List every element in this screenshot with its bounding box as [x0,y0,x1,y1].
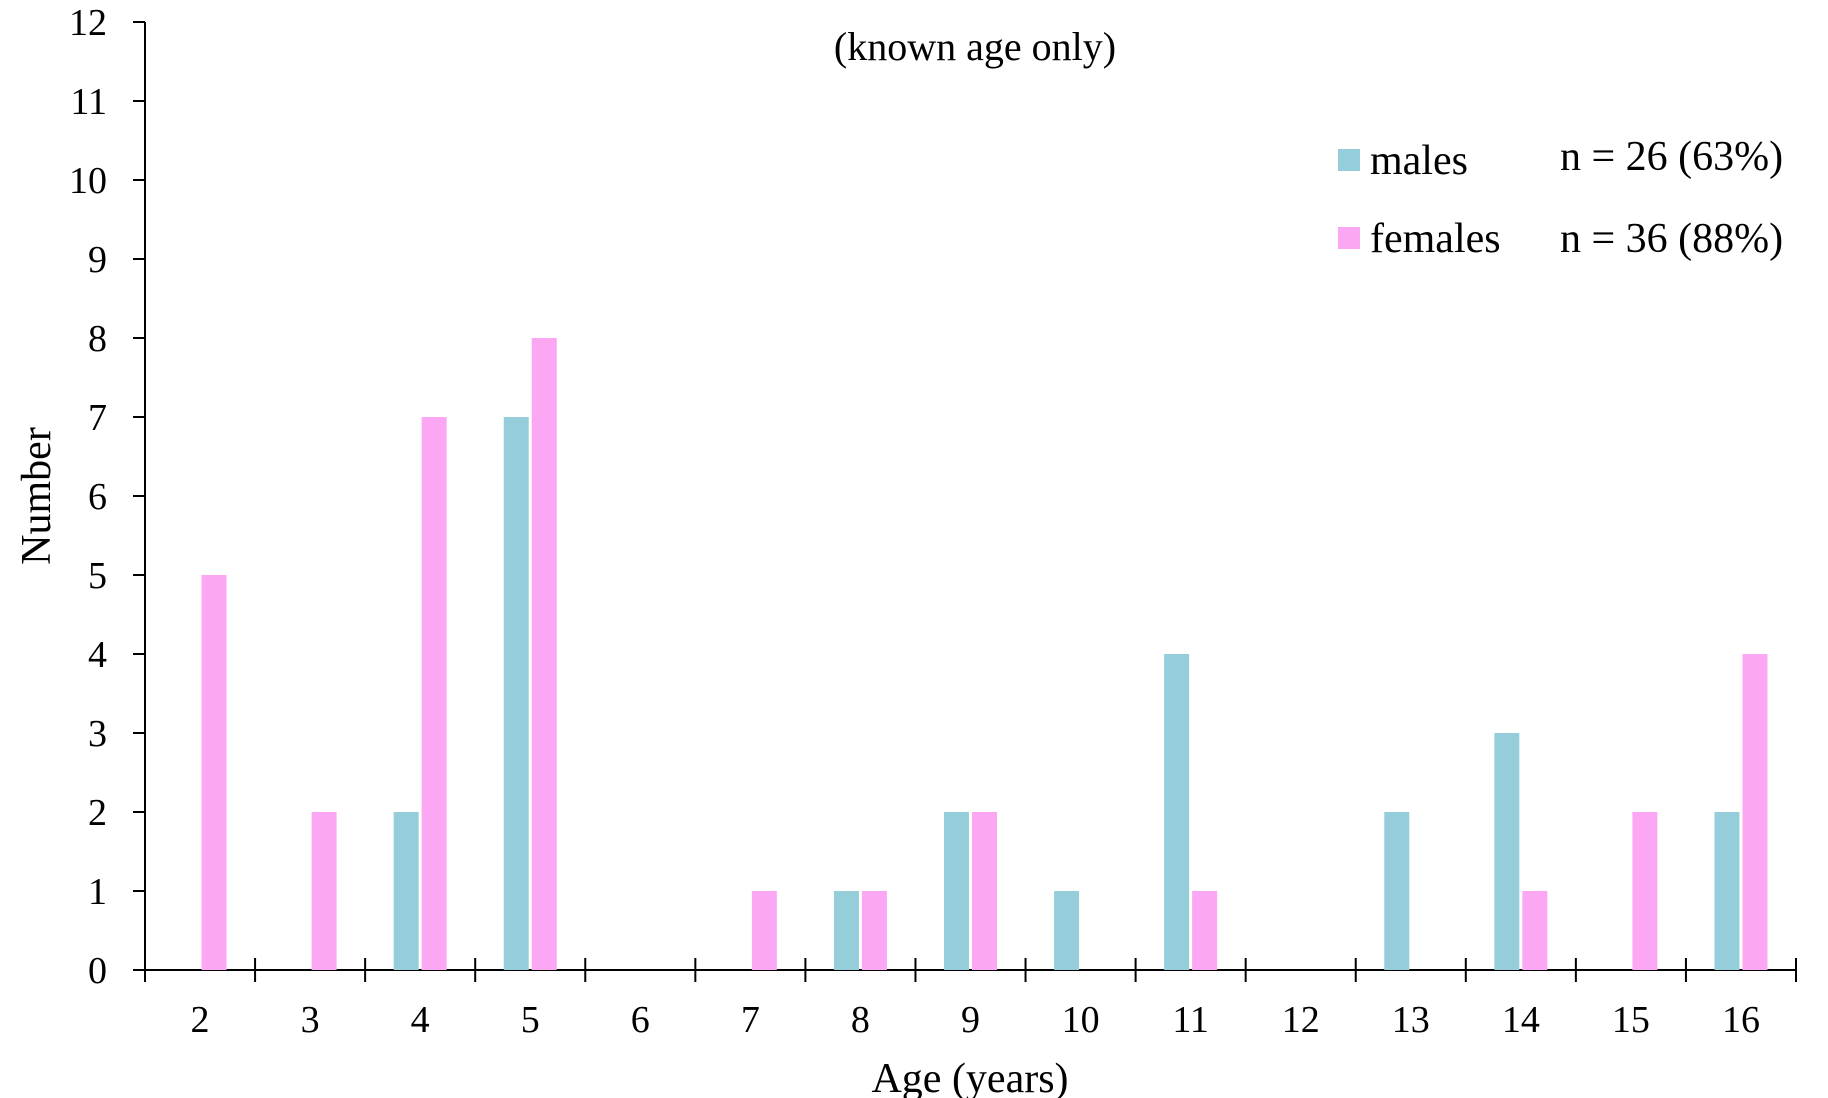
x-tick-label: 8 [851,999,870,1041]
bar-males-4 [393,812,419,970]
x-tick-label: 9 [961,999,980,1041]
legend-label-males: males [1370,138,1468,184]
x-tick-label: 6 [631,999,650,1041]
y-tick-label: 1 [88,871,107,913]
bar-males-14 [1494,733,1520,970]
bar-males-8 [833,891,859,970]
x-tick-label: 16 [1722,999,1760,1041]
y-tick-label: 11 [70,81,107,123]
bar-females-3 [311,812,337,970]
bar-females-11 [1192,891,1218,970]
bars [201,338,1768,970]
legend-note-females: n = 36 (88%) [1560,216,1783,262]
bar-females-9 [972,812,997,970]
y-tick-label: 7 [88,397,107,439]
x-tick-label: 14 [1502,999,1540,1041]
legend-swatch-males [1338,149,1360,171]
bar-males-13 [1384,812,1410,970]
bar-females-4 [421,417,447,970]
x-tick-label: 4 [411,999,430,1041]
x-ticks: 2 3 4 5 6 7 8 9 10 11 12 13 14 15 16 [144,958,1797,1041]
x-tick-label: 11 [1172,999,1209,1041]
x-tick-label: 12 [1282,999,1320,1041]
bar-males-16 [1714,812,1740,970]
legend: males n = 26 (63%) females n = 36 (88%) [1338,134,1783,262]
y-tick-label: 4 [88,634,107,676]
x-tick-label: 3 [301,999,320,1041]
bar-females-8 [861,891,887,970]
chart-title: (known age only) [834,24,1116,69]
x-axis-title: Age (years) [871,1056,1068,1098]
axes [144,22,1796,971]
y-tick-label: 10 [69,160,107,202]
legend-label-females: females [1370,216,1501,262]
legend-swatch-females [1338,227,1360,249]
bar-females-2 [201,575,227,970]
y-tick-label: 5 [88,555,107,597]
y-tick-label: 8 [88,318,107,360]
y-tick-label: 6 [88,476,107,518]
x-tick-label: 10 [1062,999,1100,1041]
bar-males-10 [1054,891,1080,970]
x-tick-label: 5 [521,999,540,1041]
x-tick-label: 2 [191,999,210,1041]
bar-females-15 [1632,812,1658,970]
x-tick-label: 15 [1612,999,1650,1041]
bar-females-7 [751,891,777,970]
y-tick-label: 12 [69,2,107,44]
x-tick-label: 13 [1392,999,1430,1041]
bar-females-14 [1522,891,1548,970]
bar-females-5 [531,338,557,970]
y-axis-title: Number [14,427,60,565]
bar-males-5 [503,417,529,970]
y-tick-label: 9 [88,239,107,281]
x-tick-label: 7 [741,999,760,1041]
y-tick-label: 0 [88,950,107,992]
bar-males-9 [944,812,969,970]
bar-males-11 [1164,654,1190,970]
legend-note-males: n = 26 (63%) [1560,134,1783,180]
y-tick-label: 2 [88,792,107,834]
bar-females-16 [1742,654,1768,970]
y-tick-label: 3 [88,713,107,755]
